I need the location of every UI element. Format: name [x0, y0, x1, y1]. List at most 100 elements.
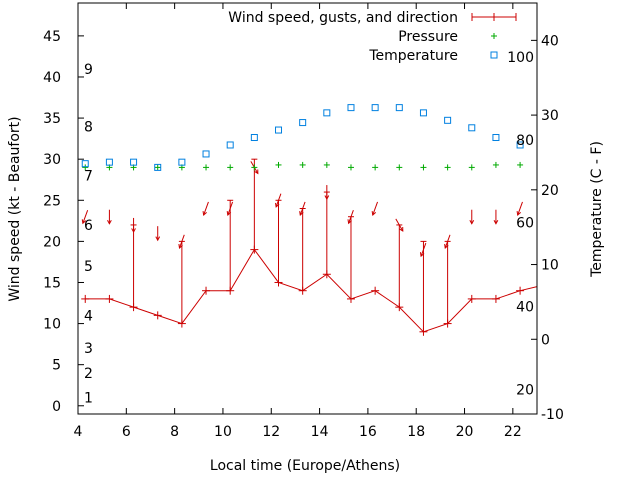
x-tick-label: 20 — [456, 424, 474, 440]
temperature-point — [395, 104, 403, 112]
wind-direction-arrowhead — [131, 228, 136, 233]
y-left-tick-label: 5 — [52, 358, 61, 374]
wind-direction-arrowhead — [202, 211, 207, 217]
y-right-tick-label: 0 — [541, 332, 550, 348]
temperature-point — [492, 134, 500, 142]
temperature-point — [371, 104, 379, 112]
x-tick-label: 8 — [170, 424, 179, 440]
temperature-point — [105, 158, 113, 166]
temperature-point — [202, 150, 210, 158]
legend-label: Pressure — [398, 29, 458, 45]
ticks-layer — [77, 3, 537, 415]
wind-direction-arrow — [82, 209, 89, 224]
x-axis-label: Local time (Europe/Athens) — [210, 458, 400, 474]
fahrenheit-label: 40 — [516, 299, 534, 315]
wind-direction-arrow — [179, 234, 185, 249]
wind-direction-arrowhead — [347, 219, 352, 225]
fahrenheit-label: 100 — [507, 50, 534, 66]
y-axis-left-label: Wind speed (kt - Beaufort) — [7, 116, 23, 301]
y-left-tick-label: 10 — [43, 317, 61, 333]
fahrenheit-label: 60 — [516, 216, 534, 232]
wind-direction-arrowhead — [81, 219, 87, 225]
temperature-point — [178, 158, 186, 166]
wind-direction-arrow — [227, 201, 234, 216]
plot-frame — [77, 2, 538, 415]
wind-direction-arrow — [372, 201, 379, 216]
temperature-point — [516, 141, 524, 149]
temperature-point — [226, 141, 234, 149]
beaufort-label: 7 — [84, 169, 93, 185]
fahrenheit-label: 20 — [516, 382, 534, 398]
temperature-point — [81, 160, 89, 168]
y-left-tick-label: 35 — [43, 111, 61, 127]
wind-direction-arrow — [203, 201, 209, 216]
x-tick-label: 6 — [122, 424, 131, 440]
temperature-point — [275, 126, 283, 134]
y-axis-right-label: Temperature (C - F) — [589, 141, 605, 278]
wind-direction-arrowhead — [444, 243, 449, 249]
wind-direction-arrowhead — [275, 202, 280, 208]
x-tick-label: 18 — [407, 424, 425, 440]
wind-direction-arrow — [395, 218, 404, 232]
y-right-tick-label: 20 — [541, 183, 559, 199]
series-layer — [81, 104, 538, 336]
beaufort-label: 6 — [84, 218, 93, 234]
wind-direction-arrow — [517, 201, 523, 216]
temperature-point — [154, 163, 162, 171]
wind-direction-arrowhead — [399, 226, 404, 232]
x-tick-label: 22 — [504, 424, 522, 440]
legend-swatch — [490, 51, 498, 59]
y-right-tick-label: 10 — [541, 258, 559, 274]
temperature-point — [444, 116, 452, 124]
fahrenheit-label: 80 — [516, 133, 534, 149]
wind-speed-line — [85, 248, 538, 333]
wind-direction-arrowhead — [178, 243, 183, 249]
beaufort-label: 5 — [84, 259, 93, 275]
temperature-point — [299, 119, 307, 127]
beaufort-label: 3 — [84, 341, 93, 357]
wind-direction-arrowhead — [493, 219, 499, 225]
y-left-tick-label: 20 — [43, 234, 61, 250]
beaufort-label: 1 — [84, 391, 93, 407]
x-tick-label: 12 — [262, 424, 280, 440]
wind-direction-arrow — [420, 242, 427, 257]
wind-direction-arrowhead — [469, 219, 475, 225]
wind-direction-arrowhead — [324, 195, 330, 201]
wind-direction-arrowhead — [516, 211, 522, 217]
wind-direction-arrowhead — [254, 169, 259, 175]
wind-direction-arrow — [299, 201, 306, 216]
beaufort-label: 2 — [84, 366, 93, 382]
y-left-tick-label: 15 — [43, 275, 61, 291]
x-tick-label: 14 — [311, 424, 329, 440]
wind-direction-arrowhead — [419, 252, 425, 258]
temperature-point — [323, 109, 331, 117]
temperature-point — [250, 134, 258, 142]
legend-label: Wind speed, gusts, and direction — [228, 10, 458, 26]
beaufort-label: 9 — [84, 62, 93, 78]
y-left-tick-label: 45 — [43, 29, 61, 45]
wind-direction-arrow — [275, 193, 282, 208]
x-tick-label: 16 — [359, 424, 377, 440]
y-left-tick-label: 0 — [52, 399, 61, 415]
wind-direction-arrowhead — [299, 211, 304, 217]
beaufort-label: 8 — [84, 119, 93, 135]
wind-direction-arrowhead — [371, 211, 377, 217]
y-left-tick-label: 30 — [43, 152, 61, 168]
y-left-tick-label: 25 — [43, 193, 61, 209]
wind-direction-arrowhead — [155, 236, 161, 242]
temperature-point — [419, 109, 427, 117]
legend: Wind speed, gusts, and direction Pressure… — [228, 10, 517, 64]
temperature-point — [468, 124, 476, 132]
x-tick-label: 10 — [214, 424, 232, 440]
y-left-tick-label: 40 — [43, 70, 61, 86]
labels-layer: 4 6 8 10 12 14 16 18 20 22051015202530354045-1001… — [43, 29, 564, 440]
temperature-point — [130, 158, 138, 166]
temperature-point — [347, 104, 355, 112]
wind-direction-arrow — [348, 209, 354, 224]
legend-label: Temperature — [368, 48, 458, 64]
x-tick-label: 4 — [74, 424, 83, 440]
y-right-tick-label: 30 — [541, 108, 559, 124]
wind-direction-arrowhead — [226, 211, 232, 217]
y-right-tick-label: -10 — [541, 407, 564, 423]
